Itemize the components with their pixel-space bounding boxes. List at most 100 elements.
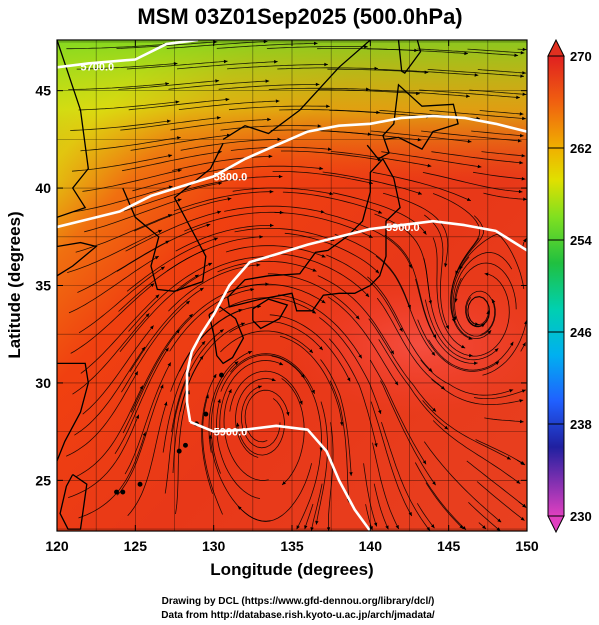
streamline-arrow xyxy=(139,385,143,390)
streamline xyxy=(68,83,170,90)
streamline-arrow xyxy=(275,99,280,103)
streamline-arrow xyxy=(522,342,526,347)
streamline-arrow xyxy=(208,262,213,267)
streamline xyxy=(126,237,219,292)
y-tick-label: 40 xyxy=(35,180,51,196)
streamline-arrow xyxy=(466,94,470,98)
streamline-arrow xyxy=(495,361,500,366)
streamline-arrow xyxy=(523,320,527,325)
streamline xyxy=(414,462,467,531)
streamline xyxy=(481,151,526,157)
streamline xyxy=(424,214,450,330)
y-tick-label: 35 xyxy=(35,278,51,294)
streamline xyxy=(220,354,305,392)
x-axis-label: Longitude (degrees) xyxy=(210,560,373,579)
streamline xyxy=(469,89,527,95)
streamline xyxy=(431,151,524,164)
streamline xyxy=(225,245,326,258)
streamline-arrow xyxy=(321,254,326,258)
streamline xyxy=(171,328,224,433)
streamline xyxy=(420,359,514,396)
streamline-arrow xyxy=(311,389,315,394)
colorbar-tick-label: 238 xyxy=(570,417,592,432)
streamline-arrow xyxy=(168,154,173,158)
streamline-arrow xyxy=(257,385,262,389)
streamline-arrow xyxy=(194,274,199,279)
streamline xyxy=(230,353,315,394)
streamline-arrow xyxy=(213,40,218,44)
streamline-arrow xyxy=(431,351,436,356)
colorbar-tick-label: 254 xyxy=(570,233,592,248)
streamline-arrow xyxy=(445,325,449,330)
streamline-arrow xyxy=(277,137,282,142)
streamline xyxy=(432,237,466,349)
streamline xyxy=(128,98,230,111)
streamline xyxy=(380,380,437,486)
streamline xyxy=(126,60,228,70)
streamline xyxy=(68,255,160,314)
streamline-arrow xyxy=(320,209,325,214)
streamline-arrow xyxy=(518,189,523,194)
streamline-arrow xyxy=(408,264,412,269)
streamline xyxy=(166,236,264,272)
streamline xyxy=(80,294,160,374)
streamline xyxy=(369,89,470,97)
streamline-arrow xyxy=(296,525,300,530)
streamline-arrow xyxy=(134,371,138,376)
streamline-arrow xyxy=(364,44,368,49)
streamline-arrow xyxy=(268,154,273,159)
streamline-arrow xyxy=(271,377,276,382)
streamline-arrow xyxy=(317,124,322,128)
coastline-segment xyxy=(208,306,245,365)
streamline-arrow xyxy=(432,407,437,412)
streamline-arrow xyxy=(279,361,284,366)
streamline xyxy=(210,361,239,474)
streamline xyxy=(416,503,435,529)
streamline-arrow xyxy=(150,325,154,330)
streamline-arrow xyxy=(173,61,178,66)
streamline xyxy=(271,355,322,452)
streamline xyxy=(220,125,322,131)
streamline-arrow xyxy=(428,300,433,305)
streamline-arrow xyxy=(462,526,467,530)
coastlines xyxy=(57,40,459,530)
streamline xyxy=(472,273,510,357)
streamline xyxy=(179,305,262,372)
streamline-arrow xyxy=(228,389,232,394)
streamline xyxy=(368,318,437,412)
streamline xyxy=(240,385,281,449)
streamline-arrow xyxy=(522,71,526,75)
streamline xyxy=(370,401,413,517)
streamline xyxy=(70,120,171,131)
island xyxy=(114,489,119,495)
streamline xyxy=(363,463,378,527)
height-contours: 5700.0 5800.0 5900.0 5900.0 xyxy=(57,40,527,531)
streamline-arrow xyxy=(312,268,317,272)
streamline-arrow xyxy=(223,59,228,64)
streamline xyxy=(128,262,213,332)
coastline-segment xyxy=(252,298,289,330)
streamline xyxy=(431,378,524,405)
streamline-arrow xyxy=(440,385,445,390)
streamline-arrow xyxy=(459,524,464,529)
streamline-arrow xyxy=(201,341,206,345)
streamline-arrow xyxy=(394,381,399,386)
streamline-arrow xyxy=(366,87,370,91)
streamline-arrow xyxy=(520,517,525,521)
streamline-arrow xyxy=(444,425,449,430)
streamline-arrow xyxy=(188,314,193,318)
streamline xyxy=(329,109,431,118)
x-tick-label: 135 xyxy=(280,538,304,554)
streamline-arrow xyxy=(216,116,221,120)
streamline xyxy=(373,483,389,530)
streamline xyxy=(220,330,314,354)
streamline xyxy=(170,119,271,131)
streamline-arrow xyxy=(315,82,320,87)
streamline xyxy=(381,151,482,168)
streamline xyxy=(324,213,412,269)
streamline-arrow xyxy=(326,104,330,109)
streamline-arrow xyxy=(497,518,502,523)
streamline xyxy=(382,192,449,268)
streamline xyxy=(122,329,180,434)
streamline-arrow xyxy=(339,421,344,426)
